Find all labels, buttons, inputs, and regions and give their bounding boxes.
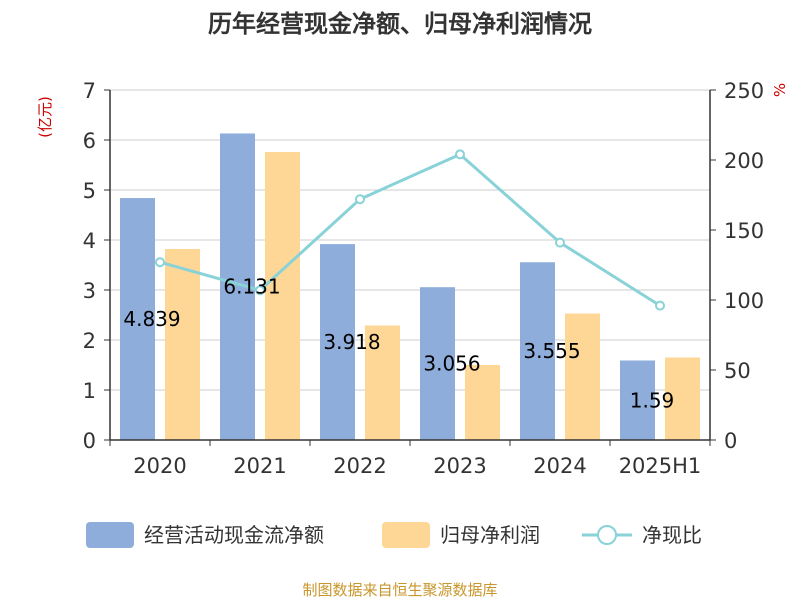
bar-profit <box>565 313 600 440</box>
x-tick-label: 2020 <box>133 454 186 478</box>
legend-label-ratio: 净现比 <box>642 523 702 547</box>
legend-swatch-cashflow <box>86 522 134 548</box>
data-label-cashflow: 6.131 <box>223 275 280 299</box>
data-label-cashflow: 1.59 <box>630 388 675 412</box>
y-right-tick-label: 100 <box>724 289 764 313</box>
bar-profit <box>665 357 700 440</box>
y-left-tick-label: 4 <box>83 229 96 253</box>
data-labels: 4.839 6.131 3.918 3.056 3.555 1.59 <box>123 275 674 413</box>
ratio-line <box>155 149 665 311</box>
ratio-polyline <box>159 152 661 307</box>
y-right-tick-label: 250 <box>724 79 764 103</box>
x-tick-label: 2021 <box>233 454 286 478</box>
axes: 0 1 2 3 4 5 6 7 0 50 100 150 200 250 2020 2021 2022 2023 2… <box>83 79 764 478</box>
ratio-point <box>155 257 165 268</box>
y-right-tick-label: 50 <box>724 359 751 383</box>
y-left-unit: (亿元) <box>36 96 54 138</box>
ratio-point <box>455 149 465 160</box>
y-left-tick-label: 3 <box>83 279 96 303</box>
y-left-tick-label: 7 <box>83 79 96 103</box>
chart-title: 历年经营现金净额、归母净利润情况 <box>208 10 592 38</box>
y-right-unit: % <box>771 83 789 97</box>
bar-cashflow <box>320 244 355 440</box>
y-left-tick-label: 2 <box>83 329 96 353</box>
legend-marker-ratio <box>597 525 617 545</box>
x-tick-label: 2022 <box>333 454 386 478</box>
ratio-point <box>355 194 365 205</box>
bar-profit <box>165 249 200 440</box>
legend-item-cashflow[interactable]: 经营活动现金流净额 <box>86 522 324 548</box>
legend-item-profit[interactable]: 归母净利润 <box>382 522 540 548</box>
legend-item-ratio[interactable]: 净现比 <box>582 523 702 547</box>
x-tick-label: 2023 <box>433 454 486 478</box>
y-left-tick-label: 1 <box>83 379 96 403</box>
data-source: 制图数据来自恒生聚源数据库 <box>302 581 497 599</box>
data-label-cashflow: 3.918 <box>323 330 380 354</box>
bar-profit <box>265 152 300 440</box>
legend-swatch-profit <box>382 522 430 548</box>
legend: 经营活动现金流净额 归母净利润 净现比 <box>86 522 702 548</box>
y-right-tick-label: 150 <box>724 219 764 243</box>
legend-label-cashflow: 经营活动现金流净额 <box>144 523 324 547</box>
ratio-point <box>655 300 665 311</box>
x-tick-label: 2024 <box>533 454 586 478</box>
bar-profit <box>465 365 500 440</box>
bar-cashflow <box>120 198 155 440</box>
data-label-cashflow: 3.056 <box>423 352 480 376</box>
bar-profit <box>365 325 400 440</box>
data-label-cashflow: 4.839 <box>123 307 180 331</box>
data-label-cashflow: 3.555 <box>523 339 580 363</box>
y-left-tick-label: 0 <box>83 429 96 453</box>
bar-cashflow <box>420 287 455 440</box>
y-left-tick-label: 6 <box>83 129 96 153</box>
y-right-tick-label: 200 <box>724 149 764 173</box>
y-right-tick-label: 0 <box>724 429 737 453</box>
y-left-tick-label: 5 <box>83 179 96 203</box>
ratio-point <box>555 237 565 248</box>
bar-cashflow <box>520 262 555 440</box>
x-tick-label: 2025H1 <box>619 454 702 478</box>
legend-label-profit: 归母净利润 <box>440 523 540 547</box>
grid-lines <box>110 89 710 441</box>
bar-cashflow <box>620 360 655 440</box>
bars <box>120 133 700 440</box>
ratio-point <box>255 285 265 296</box>
